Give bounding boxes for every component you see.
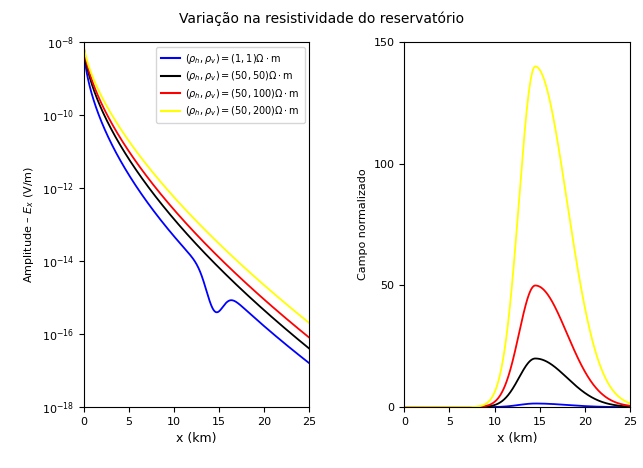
X-axis label: x (km): x (km) [176,432,217,446]
Legend: $(\rho_h,\rho_v)=(1,1)\Omega\cdot$m, $(\rho_h,\rho_v)=(50,50)\Omega\cdot$m, $(\r: $(\rho_h,\rho_v)=(1,1)\Omega\cdot$m, $(\… [156,47,305,123]
Text: Variação na resistividade do reservatório: Variação na resistividade do reservatóri… [179,12,464,26]
Y-axis label: Campo normalizado: Campo normalizado [358,169,368,280]
X-axis label: x (km): x (km) [497,432,538,446]
Y-axis label: Amplitude – $E_x$ (V/m): Amplitude – $E_x$ (V/m) [22,166,36,283]
